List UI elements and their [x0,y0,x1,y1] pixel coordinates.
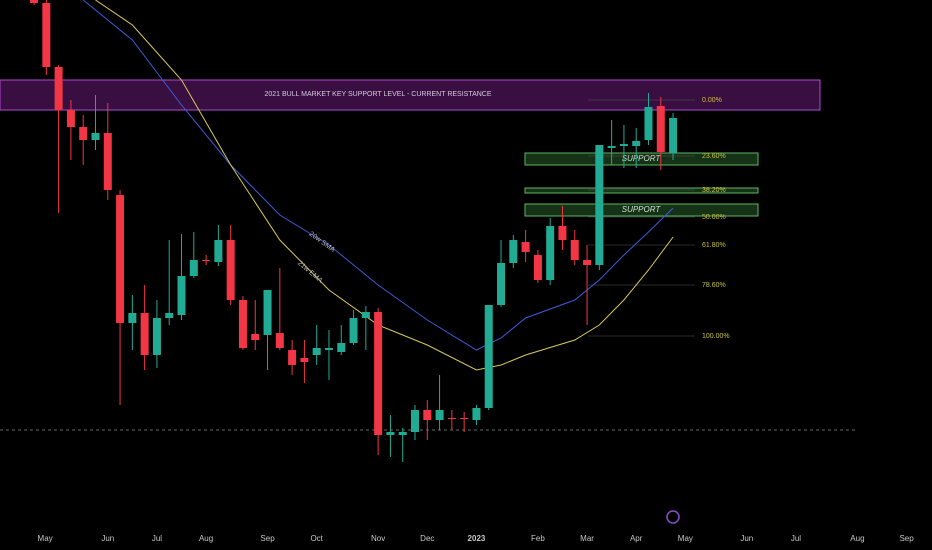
candle-body [238,300,247,348]
candle-body [607,146,616,148]
candle-body [226,240,235,300]
candle-body [595,145,604,265]
fib-label: 50.00% [702,214,726,221]
x-tick-label: Mar [580,534,594,543]
candle-body [66,110,75,127]
x-tick-label: Jul [152,534,162,543]
candle-body [103,133,112,190]
resistance-label: 2021 BULL MARKET KEY SUPPORT LEVEL - CUR… [264,91,491,98]
x-tick-label: Aug [850,534,864,543]
candle-body [263,290,272,335]
candle-body [374,312,383,435]
candle-body [509,240,518,263]
candle-body [140,313,149,355]
candle-body [521,242,530,252]
candle-body [632,141,641,146]
candle-body [669,118,678,153]
candle-body [398,432,407,435]
ma-line [95,0,674,371]
candle-body [214,240,223,262]
candle-body [386,432,395,435]
candle-body [558,226,567,240]
candle-body [79,127,88,140]
candle-body [30,0,39,3]
ma-label: 20w SMA [308,231,337,254]
fib-label: 78.60% [702,282,726,289]
x-tick-label: Jun [101,534,114,543]
candle-body [54,67,63,110]
fib-label: 61.80% [702,242,726,249]
candle-body [644,107,653,140]
candle-body [533,255,542,280]
candle-body [300,358,309,362]
candle-body [423,410,432,420]
x-tick-label: May [678,534,693,543]
candle-body [460,418,469,419]
ma-line [82,0,674,351]
support-zone [524,187,759,194]
candle-body [411,410,420,432]
candle-body [349,318,358,343]
candle-body [189,260,198,276]
ma-label: 21w EMA [296,260,324,285]
resistance-zone [0,79,821,111]
x-tick-label: Oct [310,534,323,543]
candle-body [447,418,456,419]
candle-body [165,313,174,318]
candle-body [324,348,333,350]
x-tick-label: Sep [260,534,275,543]
x-tick-label: Feb [531,534,545,543]
x-tick-label: Sep [899,534,914,543]
x-tick-label: May [38,534,53,543]
support-zone [524,203,759,217]
support-label: SUPPORT [622,154,662,163]
candle-body [472,408,481,420]
fib-label: 23.60% [702,153,726,160]
candle-body [177,276,186,315]
fib-label: 0.00% [702,97,722,104]
candle-body [116,195,125,323]
candle-body [288,350,297,365]
candle-body [202,260,211,261]
x-tick-label: Dec [420,534,434,543]
candle-body [546,226,555,280]
candle-body [435,410,444,420]
candle-body [91,133,100,140]
candle-body [619,144,628,146]
fib-label: 100.00% [702,333,730,340]
candle-body [312,348,321,355]
x-tick-label: Jun [740,534,753,543]
candle-body [484,305,493,408]
candle-body [42,3,51,67]
fib-label: 38.20% [702,187,726,194]
x-tick-label: Apr [630,534,643,543]
x-tick-label: 2023 [468,534,486,543]
x-tick-label: Aug [199,534,213,543]
candle-body [152,318,161,355]
candle-body [583,260,592,265]
candle-body [656,106,665,152]
support-label: SUPPORT [622,205,662,214]
candle-body [497,263,506,305]
candle-body [361,312,370,318]
candle-body [337,343,346,352]
candle-body [128,313,137,323]
logo [666,510,680,524]
candle-body [251,334,260,340]
support-zone [524,152,759,166]
x-tick-label: Jul [791,534,801,543]
candle-body [570,240,579,260]
candle-body [275,333,284,348]
x-tick-label: Nov [371,534,385,543]
